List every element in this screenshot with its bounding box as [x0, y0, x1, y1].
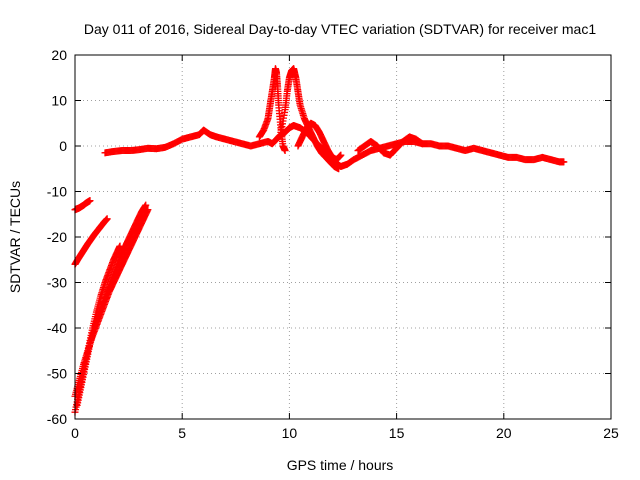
x-tick-label: 25	[603, 425, 619, 441]
y-tick-label: -30	[47, 275, 67, 291]
x-tick-label: 5	[178, 425, 186, 441]
series-arc-early-steep-c	[71, 206, 152, 400]
chart-title: Day 011 of 2016, Sidereal Day-to-day VTE…	[84, 21, 596, 37]
series-peak-10h	[277, 65, 343, 173]
data-point	[281, 147, 289, 155]
grid-layer	[75, 55, 611, 419]
x-tick-label: 0	[71, 425, 79, 441]
data-point	[86, 197, 94, 205]
y-tick-label: 20	[51, 47, 67, 63]
y-tick-label: -50	[47, 366, 67, 382]
series-arc-early-upper	[71, 215, 111, 268]
data-point	[418, 140, 426, 148]
x-tick-label: 10	[282, 425, 298, 441]
series-loop-11h	[294, 119, 345, 164]
y-tick-label: 0	[59, 138, 67, 154]
data-point	[335, 165, 343, 173]
y-tick-label: -60	[47, 411, 67, 427]
y-axis-label: SDTVAR / TECUs	[7, 181, 23, 293]
y-tick-label: -20	[47, 229, 67, 245]
x-axis-label: GPS time / hours	[287, 457, 394, 473]
y-tick-label: -10	[47, 184, 67, 200]
data-point	[142, 201, 150, 209]
x-tick-label: 15	[389, 425, 405, 441]
y-tick-label: -40	[47, 320, 67, 336]
tick-layer: 0 5 10 15 20 25 20 10 0 -10 -20 -30 -40 -50 -60	[47, 47, 619, 441]
data-point	[144, 206, 152, 214]
series-peak-9h	[255, 65, 289, 155]
data-layer	[71, 65, 568, 416]
series-arc-early-top	[71, 197, 94, 214]
data-point	[103, 215, 111, 223]
x-tick-label: 20	[496, 425, 512, 441]
y-tick-label: 10	[51, 93, 67, 109]
data-point	[560, 158, 568, 166]
data-point	[337, 151, 345, 159]
series-loop-13-15h	[354, 133, 426, 159]
